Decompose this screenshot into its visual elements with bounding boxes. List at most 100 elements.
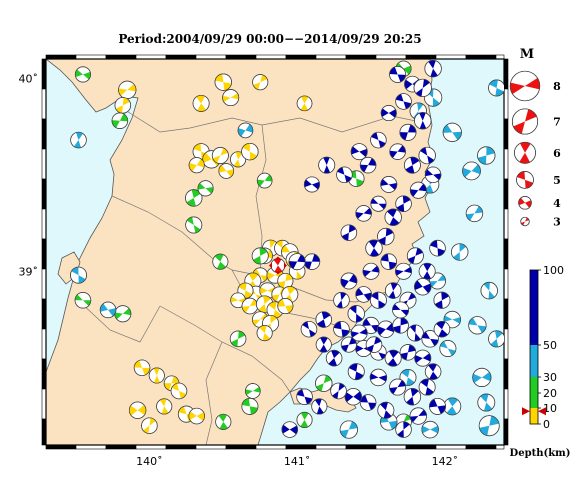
latitude-labels: 40˚ 39˚ [19, 72, 39, 278]
earthquake-mechanism-deep [384, 282, 402, 299]
earthquake-mechanism-shallow [218, 163, 235, 179]
earthquake-mechanism-intermediate [237, 122, 254, 139]
earthquake-mechanism-shallow [188, 157, 205, 174]
depth-legend-label: Depth(km) [510, 448, 571, 459]
earthquake-mechanism-mid-shallow [111, 112, 129, 129]
main-event [268, 256, 287, 275]
earthquake-mechanism-deep [347, 305, 365, 323]
main-event-marker [274, 271, 281, 275]
longitude-tick-label: 142˚ [432, 455, 459, 468]
earthquake-mechanism-deep [303, 253, 321, 270]
magnitude-legend: M 8 7 6 5 4 3 [509, 47, 561, 229]
earthquake-mechanism-deep [409, 181, 427, 199]
earthquake-mechanism-mid-shallow [74, 292, 92, 309]
earthquake-mechanism-intermediate [442, 122, 462, 142]
earthquake-mechanism-deep [359, 156, 377, 174]
depth-tick-label: 20 [543, 387, 557, 400]
earthquake-mechanism-shallow [241, 297, 259, 315]
earthquake-mechanism-deep [389, 143, 406, 160]
earthquake-mechanism-intermediate [99, 301, 117, 319]
earthquake-mechanism-intermediate [421, 420, 439, 439]
earthquake-mechanism-deep [362, 262, 380, 280]
earthquake-mechanism-deep [325, 349, 343, 367]
map-frame [41, 54, 509, 450]
earthquake-mechanism-shallow [211, 147, 229, 164]
earthquake-mechanism-deep [433, 291, 451, 309]
earthquake-mechanism-deep [296, 388, 313, 405]
magnitude-legend-label: 4 [553, 197, 561, 210]
longitude-labels: 140˚ 141˚ 142˚ [136, 455, 458, 468]
earthquake-mechanism-deep [315, 311, 332, 328]
earthquake-mechanism-intermediate [472, 367, 492, 387]
earthquake-mechanism-deep [414, 349, 432, 367]
main-event-marker [268, 262, 272, 269]
magnitude-legend-ball [520, 216, 530, 227]
earthquake-mechanism-deep [424, 59, 442, 78]
earthquake-mechanism-deep [414, 278, 432, 296]
magnitude-legend-label: 7 [553, 116, 561, 129]
earthquake-mechanism-deep [303, 176, 320, 193]
earthquake-mechanism-deep [418, 146, 436, 165]
earthquake-mechanism-shallow [118, 80, 137, 99]
earthquake-mechanism-deep [330, 382, 347, 400]
earthquake-mechanism-intermediate [339, 420, 358, 439]
earthquake-mechanism-deep [389, 378, 407, 396]
earthquake-mechanism-deep [311, 398, 328, 415]
earthquake-mechanism-shallow [133, 359, 151, 377]
earthquake-mechanism-mid-shallow [215, 413, 232, 430]
depth-bar-outline [529, 269, 539, 425]
earthquake-mechanism-deep [362, 316, 380, 334]
earthquake-mechanism-shallow [222, 89, 240, 107]
earthquake-mechanism-deep [355, 205, 372, 222]
earthquake-mechanism-intermediate [70, 266, 87, 284]
earthquake-mechanism-deep [414, 112, 432, 130]
earthquake-mechanism-shallow [114, 97, 132, 114]
depth-main-event-marker-left [522, 407, 530, 416]
earthquake-mechanism-deep [347, 363, 365, 381]
earthquake-mechanism-shallow [252, 74, 269, 91]
earthquake-mechanism-intermediate [443, 310, 461, 329]
earthquake-mechanism-intermediate [477, 146, 496, 165]
earthquake-mechanism-shallow [188, 407, 205, 425]
earthquake-mechanism-deep [377, 320, 395, 338]
earthquake-mechanism-deep [384, 349, 402, 367]
earthquake-mechanism-deep [350, 324, 368, 342]
earthquake-mechanism-deep [399, 344, 417, 361]
depth-tick-label: 100 [543, 264, 564, 277]
earthquake-mechanism-shallow [266, 301, 284, 319]
earthquake-mechanism-shallow [214, 73, 232, 91]
earthquake-mechanism-deep [433, 320, 451, 338]
depth-main-event-marker-right [538, 407, 546, 416]
magnitude-legend-label: 3 [553, 216, 561, 229]
latitude-tick-label: 40˚ [19, 72, 39, 85]
earthquake-mechanism-deep [421, 330, 439, 348]
earthquake-mechanism-intermediate [70, 131, 87, 149]
main-event-mechanism [270, 258, 286, 273]
main-event-marker [274, 256, 281, 260]
depth-band [530, 345, 538, 377]
earthquake-mechanism-shallow [148, 367, 165, 384]
earthquake-mechanism-deep [395, 195, 412, 212]
magnitude-legend-ball [516, 171, 534, 189]
frame-ticks [41, 54, 509, 450]
earthquake-mechanism-deep [418, 262, 436, 280]
earthquake-mechanism-deep [370, 131, 387, 149]
magnitude-legend-label: 5 [553, 174, 561, 187]
earthquake-mechanism-deep [365, 336, 383, 353]
earthquake-mechanism-intermediate [439, 340, 457, 357]
earthquake-mechanism-deep [399, 123, 417, 141]
earthquake-mechanism-shallow [156, 398, 173, 415]
earthquake-mechanism-deep [429, 239, 446, 257]
earthquake-mechanism-deep [403, 156, 421, 174]
map-title: Period:2004/09/29 00:00−−2014/09/29 20:2… [118, 32, 421, 46]
depth-band [530, 270, 538, 345]
earthquake-mechanism-mid-shallow [74, 66, 91, 83]
earthquake-mechanism-shallow [277, 298, 294, 315]
earthquake-mechanism-deep [395, 421, 412, 438]
earthquake-mechanism-deep [333, 292, 350, 309]
earthquake-mechanism-deep [380, 253, 397, 270]
latitude-tick-label: 39˚ [19, 265, 39, 278]
depth-band [530, 377, 538, 408]
earthquake-mechanism-deep [336, 166, 353, 184]
